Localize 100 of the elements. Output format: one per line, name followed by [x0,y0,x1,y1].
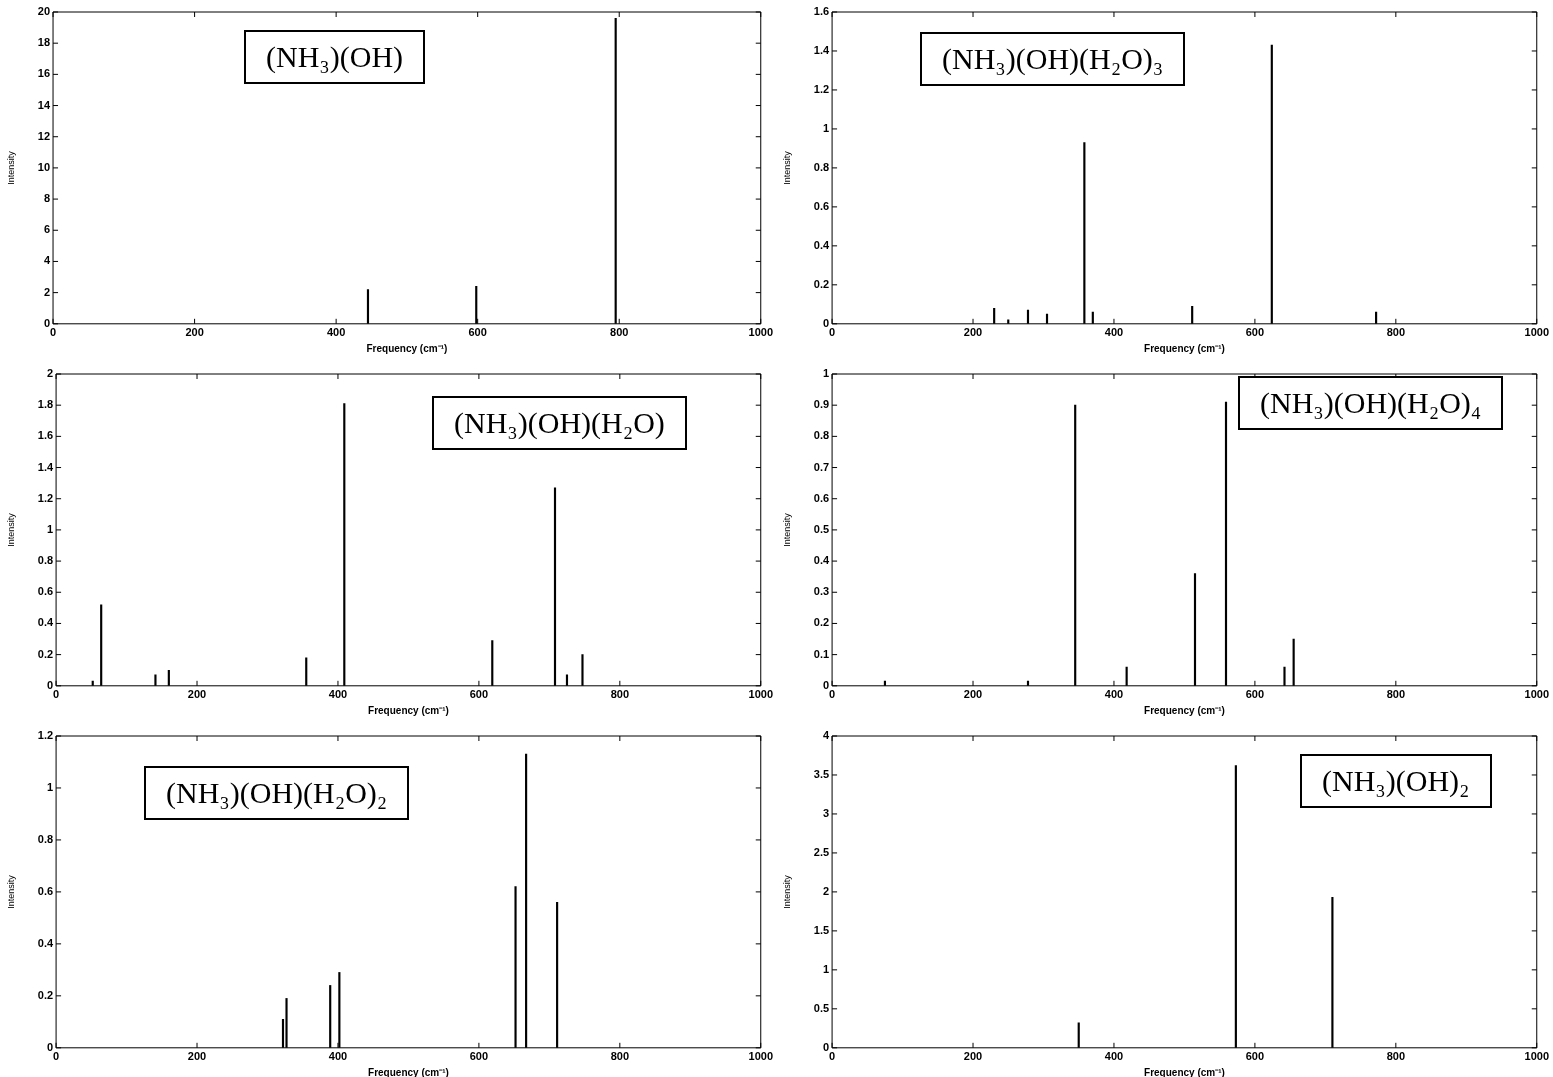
x-tick-label: 600 [1245,326,1265,339]
y-tick-label: 0.6 [813,199,830,212]
x-tick-label: 600 [469,1050,489,1063]
y-axis-title: Intensity [5,874,16,909]
y-tick-label: 0 [46,678,54,691]
x-tick-label: 200 [187,688,207,701]
y-tick-label: 1 [822,121,830,134]
y-tick-label: 0.1 [813,647,830,660]
y-tick-label: 4 [43,254,51,267]
x-tick-label: 800 [610,326,629,339]
x-tick-label: 600 [1245,688,1265,701]
y-tick-label: 0.5 [813,1001,830,1014]
x-tick-label: 800 [1386,326,1406,339]
y-tick-label: 1 [822,962,830,975]
y-tick-label: 0.9 [813,398,830,411]
y-tick-label: 0 [822,1040,830,1053]
y-tick-label: 0.6 [813,491,830,504]
x-axis-title: Frequency (cm⁻¹) [1144,342,1225,354]
text: (NH₃)(OH)(H₂O)₃ [920,32,1186,86]
x-tick-label: 200 [963,1050,983,1063]
y-tick-label: 1 [822,367,830,380]
y-tick-label: 0.4 [37,936,54,949]
y-tick-label: 0.3 [813,585,830,598]
y-tick-label: 0.2 [813,277,830,290]
text: (NH₃)(OH)(H₂O)₂ [144,766,410,820]
y-tick-label: 2.5 [813,845,830,858]
y-axis-title: Intensity [5,150,16,185]
x-tick-label: 1000 [748,326,774,339]
y-tick-label: 0.6 [37,884,54,897]
y-tick-label: 20 [37,5,51,18]
x-tick-label: 1000 [748,1050,774,1063]
x-tick-label: 800 [610,688,630,701]
x-tick-label: 200 [963,326,983,339]
text: (NH₃)(OH) [244,30,426,84]
y-axis-title: Intensity [781,512,792,547]
text: (NH₃)(OH)(H₂O) [432,396,687,450]
y-tick-label: 3 [822,806,830,819]
x-axis-title: Frequency (cm⁻¹) [368,704,449,716]
y-tick-label: 18 [37,36,51,49]
x-tick-label: 400 [1104,688,1124,701]
y-tick-label: 0.8 [37,554,54,567]
x-axis-title: Frequency (cm⁻¹) [368,1066,449,1077]
y-tick-label: 0 [43,316,51,329]
x-tick-label: 1000 [1524,688,1550,701]
x-tick-label: 600 [1245,1050,1265,1063]
x-axis-title: Frequency (cm⁻¹) [1144,704,1225,716]
y-tick-label: 0 [822,678,830,691]
chart-title: (NH₃)(OH)(H₂O)₄ [1238,376,1504,430]
y-tick-label: 0.7 [813,460,830,473]
y-tick-label: 14 [37,98,51,111]
y-tick-label: 1.2 [37,729,54,742]
y-tick-label: 2 [46,367,54,380]
y-tick-label: 0 [822,316,830,329]
x-tick-label: 800 [1386,688,1406,701]
x-tick-label: 400 [326,326,346,339]
y-tick-label: 0.8 [37,832,54,845]
x-tick-label: 400 [1104,326,1124,339]
y-tick-label: 1 [46,781,54,793]
y-tick-label: 1.6 [37,429,54,442]
y-tick-label: 0.2 [37,988,54,1001]
y-tick-label: 6 [43,223,51,236]
x-tick-label: 400 [328,1050,348,1063]
y-tick-label: 0.2 [813,616,830,629]
y-axis-title: Intensity [781,874,792,909]
x-tick-label: 800 [1386,1050,1406,1063]
y-tick-label: 0 [46,1040,54,1053]
y-tick-label: 0.5 [813,522,830,535]
y-tick-label: 1.4 [813,44,830,57]
y-tick-label: 2 [822,884,830,897]
x-tick-label: 600 [469,688,489,701]
x-tick-label: 400 [328,688,348,701]
text: (NH₃)(OH)₂ [1300,754,1492,808]
y-tick-label: 0.6 [37,585,54,598]
y-tick-label: 0.4 [813,554,830,567]
x-axis-title: Frequency (cm⁻¹) [1144,1066,1225,1077]
y-axis-title: Intensity [781,150,792,185]
x-tick-label: 200 [963,688,983,701]
y-tick-label: 4 [822,729,830,742]
x-tick-label: 200 [185,326,204,339]
y-tick-label: 0.2 [37,647,54,660]
x-tick-label: 1000 [1524,326,1550,339]
y-tick-label: 3.5 [813,768,830,781]
y-tick-label: 16 [37,67,51,80]
y-tick-label: 1.2 [37,491,54,504]
x-tick-label: 400 [1104,1050,1124,1063]
x-tick-label: 200 [187,1050,207,1063]
x-tick-label: 800 [610,1050,630,1063]
y-axis-title: Intensity [5,512,16,547]
y-tick-label: 8 [43,192,51,205]
y-tick-label: 2 [43,285,51,298]
x-tick-label: 600 [468,326,487,339]
x-tick-label: 1000 [1524,1050,1550,1063]
y-tick-label: 1.4 [37,460,54,473]
y-tick-label: 0.4 [813,238,830,251]
y-tick-label: 12 [37,129,51,142]
x-axis-title: Frequency (cm⁻¹) [366,342,448,354]
x-tick-label: 1000 [748,688,774,701]
y-tick-label: 0.8 [813,160,830,173]
y-tick-label: 10 [37,160,51,173]
y-tick-label: 1.2 [813,82,830,95]
